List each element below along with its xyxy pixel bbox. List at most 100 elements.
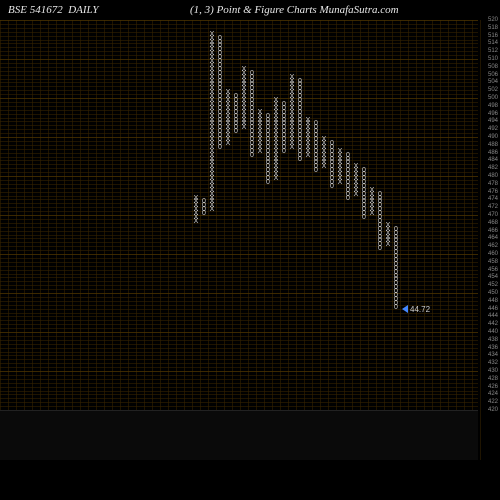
y-axis-label: 470 bbox=[478, 212, 498, 218]
y-axis-label: 444 bbox=[478, 313, 498, 319]
pf-x-mark: X bbox=[240, 67, 248, 73]
grid-line-horizontal bbox=[0, 277, 478, 278]
grid-line-horizontal bbox=[0, 79, 478, 80]
grid-line-horizontal bbox=[0, 145, 478, 146]
grid-line-horizontal bbox=[0, 67, 478, 68]
grid-line-horizontal bbox=[0, 196, 478, 197]
price-marker-text: 44.72 bbox=[410, 305, 430, 314]
grid-line-horizontal bbox=[0, 160, 478, 161]
y-axis: 5205185165145125105085065045025004984964… bbox=[478, 20, 498, 460]
grid-line-horizontal bbox=[0, 367, 478, 368]
y-axis-label: 476 bbox=[478, 189, 498, 195]
grid-line-horizontal bbox=[0, 192, 478, 193]
grid-line-horizontal bbox=[0, 203, 478, 204]
grid-line-horizontal bbox=[0, 297, 478, 298]
chart-title: (1, 3) Point & Figure Charts MunafaSutra… bbox=[190, 4, 399, 16]
pf-x-mark: X bbox=[208, 32, 216, 38]
interval: DAILY bbox=[68, 4, 98, 16]
grid-line-horizontal bbox=[0, 59, 478, 60]
y-axis-label: 472 bbox=[478, 204, 498, 210]
pf-o-mark: 0 bbox=[344, 153, 352, 159]
pf-x-mark: X bbox=[224, 90, 232, 96]
grid-line-horizontal bbox=[0, 55, 478, 56]
y-axis-label: 456 bbox=[478, 267, 498, 273]
pf-o-mark: 0 bbox=[328, 141, 336, 147]
grid-line-horizontal bbox=[0, 24, 478, 25]
y-axis-label: 458 bbox=[478, 259, 498, 265]
grid-line-horizontal bbox=[0, 149, 478, 150]
grid-line-horizontal bbox=[0, 238, 478, 239]
y-axis-label: 492 bbox=[478, 126, 498, 132]
grid-line-horizontal bbox=[0, 270, 478, 271]
grid-line-horizontal bbox=[0, 235, 478, 236]
pf-x-mark: X bbox=[352, 164, 360, 170]
y-axis-label: 436 bbox=[478, 345, 498, 351]
pf-x-mark: X bbox=[320, 137, 328, 143]
pf-o-mark: 0 bbox=[312, 121, 320, 127]
grid-line-horizontal bbox=[0, 352, 478, 353]
y-axis-label: 430 bbox=[478, 368, 498, 374]
y-axis-label: 426 bbox=[478, 384, 498, 390]
y-axis-label: 432 bbox=[478, 360, 498, 366]
grid-line-horizontal bbox=[0, 363, 478, 364]
y-axis-label: 446 bbox=[478, 306, 498, 312]
y-axis-label: 494 bbox=[478, 118, 498, 124]
symbol: BSE 541672 bbox=[8, 4, 63, 16]
grid-line-horizontal bbox=[0, 157, 478, 158]
y-axis-label: 434 bbox=[478, 352, 498, 358]
grid-line-horizontal bbox=[0, 254, 478, 255]
grid-line-horizontal bbox=[0, 406, 478, 407]
grid-line-horizontal bbox=[0, 289, 478, 290]
y-axis-label: 448 bbox=[478, 298, 498, 304]
grid-line-horizontal bbox=[0, 332, 478, 333]
pf-o-mark: 0 bbox=[296, 79, 304, 85]
grid-line-horizontal bbox=[0, 250, 478, 251]
grid-line-horizontal bbox=[0, 242, 478, 243]
pf-o-mark: 0 bbox=[280, 102, 288, 108]
grid-line-horizontal bbox=[0, 28, 478, 29]
grid-line-horizontal bbox=[0, 184, 478, 185]
y-axis-label: 504 bbox=[478, 79, 498, 85]
y-axis-label: 424 bbox=[478, 391, 498, 397]
pf-x-mark: X bbox=[304, 118, 312, 124]
grid-line-horizontal bbox=[0, 258, 478, 259]
y-axis-label: 440 bbox=[478, 329, 498, 335]
pf-o-mark: 0 bbox=[200, 199, 208, 205]
grid-line-horizontal bbox=[0, 90, 478, 91]
grid-line-horizontal bbox=[0, 211, 478, 212]
pf-x-mark: X bbox=[192, 196, 200, 202]
y-axis-label: 450 bbox=[478, 290, 498, 296]
grid-line-horizontal bbox=[0, 231, 478, 232]
grid-line-horizontal bbox=[0, 172, 478, 173]
grid-line-horizontal bbox=[0, 262, 478, 263]
grid-line-horizontal bbox=[0, 215, 478, 216]
grid-line-horizontal bbox=[0, 371, 478, 372]
grid-line-horizontal bbox=[0, 75, 478, 76]
grid-line-horizontal bbox=[0, 164, 478, 165]
grid-line-horizontal bbox=[0, 281, 478, 282]
grid-line-horizontal bbox=[0, 336, 478, 337]
grid-line-horizontal bbox=[0, 379, 478, 380]
y-axis-label: 482 bbox=[478, 165, 498, 171]
y-axis-label: 468 bbox=[478, 220, 498, 226]
grid-line-horizontal bbox=[0, 20, 478, 21]
pf-x-mark: X bbox=[384, 223, 392, 229]
pf-x-mark: X bbox=[336, 149, 344, 155]
grid-line-horizontal bbox=[0, 141, 478, 142]
y-axis-label: 490 bbox=[478, 134, 498, 140]
y-axis-label: 506 bbox=[478, 72, 498, 78]
grid-line-horizontal bbox=[0, 398, 478, 399]
y-axis-label: 438 bbox=[478, 337, 498, 343]
y-axis-label: 464 bbox=[478, 235, 498, 241]
grid-line-horizontal bbox=[0, 394, 478, 395]
y-axis-label: 502 bbox=[478, 87, 498, 93]
grid-line-horizontal bbox=[0, 47, 478, 48]
grid-line-horizontal bbox=[0, 86, 478, 87]
pf-x-mark: X bbox=[256, 110, 264, 116]
pf-o-mark: 0 bbox=[376, 192, 384, 198]
grid-line-horizontal bbox=[0, 180, 478, 181]
y-axis-label: 488 bbox=[478, 142, 498, 148]
y-axis-label: 452 bbox=[478, 282, 498, 288]
y-axis-label: 462 bbox=[478, 243, 498, 249]
y-axis-label: 500 bbox=[478, 95, 498, 101]
